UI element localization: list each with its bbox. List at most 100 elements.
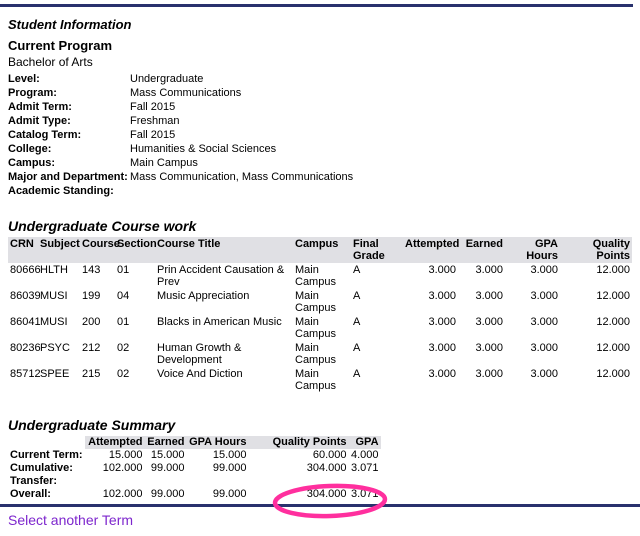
field-label: Major and Department: [8,171,128,183]
summary-attempted [85,475,145,488]
cell-subject: SPEE [40,368,70,380]
cell-campus: Main Campus [295,290,336,314]
program-field-row: Catalog Term: Fall 2015 [8,128,353,142]
field-label: Level: [8,73,40,85]
cell-section: 02 [117,342,130,354]
col-header-crn: CRN [8,237,38,263]
field-value: Freshman [130,115,180,127]
course-row: 86041 MUSI 200 01 Blacks in American Mus… [8,315,632,341]
field-label: Admit Type: [8,115,71,127]
cell-subject: HLTH [40,264,68,276]
field-value: Mass Communication, Mass Communications [130,171,354,183]
cell-attempted: 3.000 [428,316,456,328]
cell-section: 01 [117,264,130,276]
cell-course-title: Human Growth & Development [157,342,242,366]
cell-final-grade: A [353,342,361,354]
cell-earned: 3.000 [475,368,503,380]
select-another-term-link[interactable]: Select another Term [8,512,134,528]
col-header-earned: Earned [458,237,505,263]
summary-table: Attempted Earned GPA Hours Quality Point… [8,436,381,501]
cell-course-title: Voice And Diction [157,368,243,380]
summary-row: Cumulative: 102.000 99.000 99.000 304.00… [8,462,381,475]
summary-attempted: 15.000 [108,449,143,461]
summary-row-label: Current Term: [10,449,83,461]
cell-attempted: 3.000 [428,342,456,354]
col-header-subject: Subject [38,237,80,263]
course-row: 80236 PSYC 212 02 Human Growth & Develop… [8,341,632,367]
summary-col-quality-points: Quality Points [248,436,349,449]
cell-crn: 86039 [10,290,41,302]
field-value: Fall 2015 [130,129,176,141]
summary-row: Overall: 102.000 99.000 99.000 304.000 3… [8,488,381,501]
cell-course-title: Music Appreciation [157,290,250,302]
course-row: 86039 MUSI 199 04 Music Appreciation Mai… [8,289,632,315]
student-information-page: { "page": { "title": "Student Informatio… [0,4,640,536]
summary-col-gpa: GPA [348,436,381,449]
cell-campus: Main Campus [295,368,336,392]
cell-course-title: Prin Accident Causation & Prev [157,264,285,288]
summary-row-label: Transfer: [10,475,58,487]
summary-earned [145,475,187,488]
field-value: Humanities & Social Sciences [130,143,277,155]
cell-crn: 80666 [10,264,41,276]
summary-row: Transfer: [8,475,381,488]
cell-course: 212 [82,342,101,354]
cell-crn: 85712 [10,368,41,380]
summary-attempted: 102.000 [102,462,143,474]
cell-final-grade: A [353,264,361,276]
col-header-gpa-hours: GPA Hours [505,237,560,263]
field-label: Catalog Term: [8,129,82,141]
course-row: 80666 HLTH 143 01 Prin Accident Causatio… [8,263,632,289]
summary-earned: 15.000 [150,449,185,461]
cell-course: 200 [82,316,101,328]
program-field-row: Level: Undergraduate [8,72,353,86]
course-table-header-row: CRN Subject Course Section Course Title … [8,237,632,263]
program-field-row: Admit Term: Fall 2015 [8,100,353,114]
cell-gpa-hours: 3.000 [530,316,558,328]
program-field-row: Admit Type: Freshman [8,114,353,128]
summary-attempted: 102.000 [102,488,143,500]
summary-gpa-hours [187,475,249,488]
cell-subject: MUSI [40,290,68,302]
col-header-attempted: Attempted [403,237,459,263]
summary-header-spacer [8,436,85,449]
cell-campus: Main Campus [295,264,336,288]
summary-col-attempted: Attempted [84,436,145,449]
cell-gpa-hours: 3.000 [530,342,558,354]
cell-attempted: 3.000 [428,290,456,302]
summary-col-gpa-hours: GPA Hours [186,436,249,449]
summary-col-earned: Earned [144,436,187,449]
summary-earned: 99.000 [150,488,185,500]
cell-earned: 3.000 [475,290,503,302]
cell-crn: 80236 [10,342,41,354]
cell-course-title: Blacks in American Music [157,316,282,328]
col-header-quality-points: Quality Points [560,237,632,263]
col-header-course: Course [80,237,120,263]
field-value: Main Campus [130,157,198,169]
cell-earned: 3.000 [475,264,503,276]
field-label: Academic Standing: [8,185,114,197]
col-header-campus: Campus [293,237,351,263]
cell-quality-points: 12.000 [596,264,630,276]
cell-campus: Main Campus [295,316,336,340]
cell-attempted: 3.000 [428,368,456,380]
summary-heading: Undergraduate Summary [8,417,176,433]
top-divider [0,4,633,7]
field-value: Undergraduate [130,73,204,85]
cell-section: 02 [117,368,130,380]
program-field-row: Program: Mass Communications [8,86,353,100]
course-table: CRN Subject Course Section Course Title … [8,237,632,393]
cell-quality-points: 12.000 [596,316,630,328]
summary-quality-points: 304.000 [306,488,347,500]
summary-gpa-hours: 99.000 [212,488,247,500]
summary-row-label: Cumulative: [10,462,73,474]
cell-subject: PSYC [40,342,70,354]
summary-gpa: 3.071 [351,462,379,474]
summary-gpa-hours: 99.000 [212,462,247,474]
summary-row-label: Overall: [10,488,51,500]
main-content: Student Information Current Program Bach… [0,17,640,501]
field-label: Admit Term: [8,101,72,113]
cell-earned: 3.000 [475,342,503,354]
cell-gpa-hours: 3.000 [530,264,558,276]
field-value [130,184,353,198]
